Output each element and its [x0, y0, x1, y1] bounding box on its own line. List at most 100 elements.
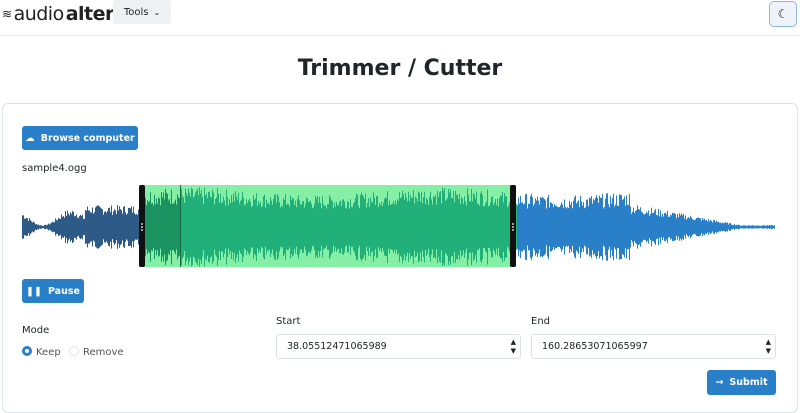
waveform-bar	[40, 225, 41, 229]
waveform-bar	[369, 206, 370, 248]
waveform-bar	[643, 214, 644, 240]
submit-button[interactable]: → Submit	[707, 370, 776, 395]
waveform-bar	[28, 221, 29, 233]
waveform-bar	[113, 211, 114, 243]
waveform-bar	[190, 196, 191, 258]
waveform-bar	[183, 197, 184, 257]
waveform-bar	[54, 222, 55, 232]
end-input[interactable]: 160.28653071065997 ▲ ▼	[531, 334, 776, 359]
waveform-bar	[295, 200, 296, 254]
waveform-bar	[574, 197, 575, 257]
waveform-bar	[685, 215, 686, 239]
waveform-bar	[642, 212, 643, 242]
waveform-bar	[29, 218, 30, 236]
waveform-bar	[505, 196, 506, 258]
waveform-bar	[638, 209, 639, 245]
waveform-bar	[354, 201, 355, 253]
waveform-bar	[123, 207, 124, 247]
waveform-bar	[41, 225, 42, 229]
waveform-bar	[436, 204, 437, 250]
waveform-bar	[74, 216, 75, 238]
waveform-bar	[390, 205, 391, 249]
waveform-bar	[628, 205, 629, 249]
browse-computer-button[interactable]: ☁ Browse computer	[22, 126, 138, 150]
waveform-bar	[609, 207, 610, 247]
waveform-bar	[169, 198, 170, 256]
waveform-bar	[361, 192, 362, 262]
mode-remove-radio[interactable]: Remove	[69, 346, 124, 358]
waveform-bar	[721, 223, 722, 231]
start-input[interactable]: 38.05512471065989 ▲ ▼	[276, 334, 521, 359]
waveform-bar	[385, 197, 386, 257]
waveform-bar	[221, 202, 222, 252]
selection-handle-start[interactable]	[139, 185, 145, 267]
waveform-bar	[217, 188, 218, 266]
waveform-bar	[590, 198, 591, 256]
waveform-bar	[449, 192, 450, 262]
waveform-bar	[344, 201, 345, 253]
waveform-bar	[659, 216, 660, 238]
waveform-bar	[288, 204, 289, 250]
waveform-bar	[480, 193, 481, 261]
logo[interactable]: ≋ audio alter	[2, 3, 114, 25]
waveform-bar	[412, 197, 413, 257]
waveform-bar	[695, 219, 696, 235]
waveform-bar	[305, 203, 306, 251]
waveform-bar	[734, 224, 735, 230]
waveform-bar	[348, 201, 349, 253]
waveform-bar	[686, 219, 687, 235]
theme-toggle-button[interactable]: ☾	[769, 1, 797, 27]
waveform-bar	[97, 205, 98, 249]
grip-dot	[141, 223, 143, 225]
waveform-bar	[249, 198, 250, 256]
waveform[interactable]	[0, 183, 800, 271]
waveform-bar	[203, 203, 204, 251]
waveform-bar	[402, 190, 403, 264]
waveform-bar	[569, 200, 570, 254]
waveform-bar	[740, 225, 741, 229]
waveform-bar	[645, 213, 646, 241]
waveform-bar	[213, 192, 214, 262]
waveform-bar	[405, 192, 406, 262]
waveform-bar	[551, 202, 552, 252]
selection-handle-end[interactable]	[510, 185, 516, 267]
waveform-bar	[463, 203, 464, 251]
waveform-bar	[713, 220, 714, 234]
pause-button[interactable]: ❚❚ Pause	[22, 279, 84, 303]
waveform-bar	[269, 204, 270, 250]
spinner-icon[interactable]: ▲ ▼	[765, 338, 771, 355]
waveform-bar	[724, 223, 725, 231]
waveform-bar	[717, 222, 718, 232]
mode-keep-radio[interactable]: Keep	[22, 346, 61, 358]
waveform-bar	[339, 201, 340, 253]
waveform-bar	[631, 213, 632, 241]
waveform-bar	[300, 204, 301, 250]
waveform-bar	[32, 222, 33, 232]
waveform-bar	[417, 201, 418, 253]
waveform-bar	[509, 202, 510, 252]
waveform-bar	[675, 214, 676, 240]
waveform-bar	[325, 205, 326, 249]
waveform-bar	[243, 197, 244, 257]
waveform-bar	[663, 216, 664, 238]
waveform-bar	[554, 204, 555, 250]
waveform-bar	[45, 224, 46, 230]
waveform-bar	[209, 191, 210, 263]
waveform-bar	[195, 192, 196, 262]
waveform-bar	[707, 221, 708, 233]
waveform-bar	[564, 199, 565, 255]
waveform-bar	[34, 222, 35, 232]
waveform-bar	[153, 205, 154, 249]
waveform-bar	[739, 225, 740, 229]
tools-menu-button[interactable]: Tools ⌄	[113, 0, 171, 24]
waveform-bar	[358, 205, 359, 249]
waveform-bar	[67, 210, 68, 244]
waveform-bar	[379, 203, 380, 251]
waveform-bar	[688, 216, 689, 238]
waveform-bar	[635, 211, 636, 243]
spinner-icon[interactable]: ▲ ▼	[510, 338, 516, 355]
waveform-bar	[374, 197, 375, 257]
waveform-bar	[65, 211, 66, 243]
waveform-bar	[459, 194, 460, 260]
waveform-bar	[524, 203, 525, 251]
